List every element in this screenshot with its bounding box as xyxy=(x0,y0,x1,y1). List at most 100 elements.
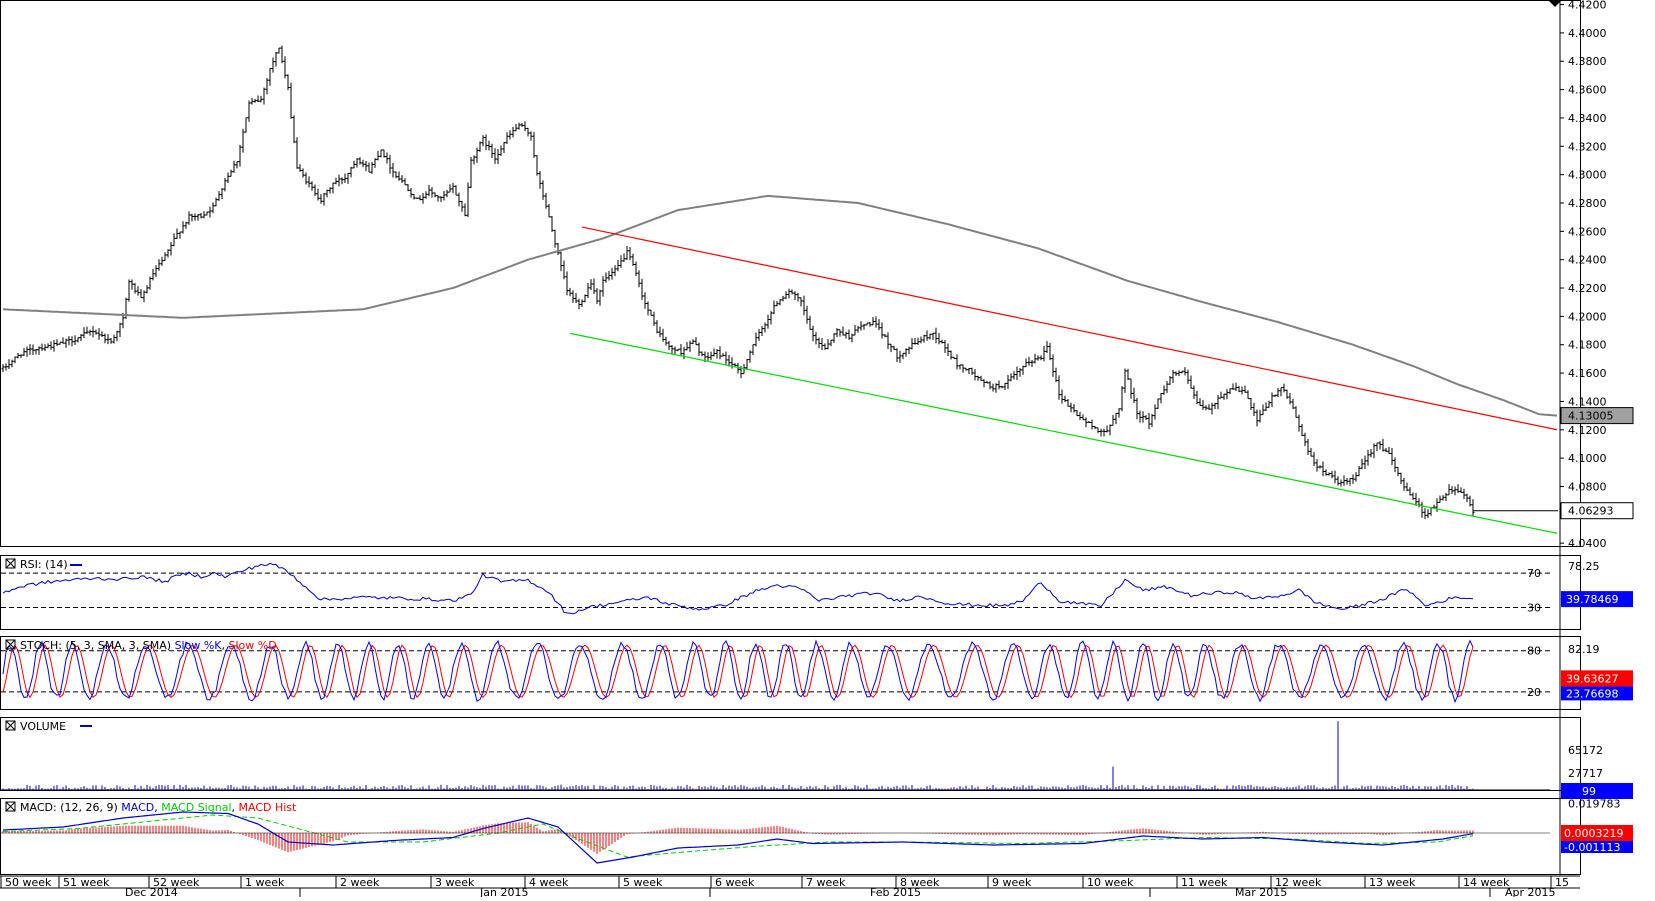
price-bar xyxy=(694,337,698,346)
price-axis-label: 4.4000 xyxy=(1568,27,1607,40)
price-bar xyxy=(1213,402,1217,409)
price-bar xyxy=(103,333,107,344)
price-bar xyxy=(310,181,314,191)
price-bar xyxy=(583,294,587,303)
price-bar xyxy=(199,212,203,219)
price-bar xyxy=(289,82,293,119)
price-bar xyxy=(772,300,776,315)
volume-close-icon[interactable] xyxy=(5,720,16,731)
price-bar xyxy=(469,156,473,188)
price-bar xyxy=(322,192,326,206)
price-bar xyxy=(1153,404,1157,420)
price-bar xyxy=(472,155,476,165)
price-bar xyxy=(661,328,665,342)
macd-panel: 0.019783 0.0003219-0.001113 xyxy=(1,797,1633,864)
price-bar xyxy=(829,339,833,347)
price-bar xyxy=(928,333,932,340)
price-bar xyxy=(1030,359,1034,368)
price-bar xyxy=(721,353,725,357)
price-bar xyxy=(88,329,92,336)
price-bar xyxy=(1441,495,1445,501)
price-bar xyxy=(799,297,803,307)
price-bar xyxy=(505,132,509,144)
stoch-last-d-box xyxy=(1561,670,1633,687)
price-bar xyxy=(646,301,650,316)
price-bar xyxy=(481,135,485,147)
price-bar xyxy=(187,211,191,225)
price-bar xyxy=(175,228,179,240)
price-bar xyxy=(1126,368,1130,381)
price-bar xyxy=(439,196,443,203)
price-bar xyxy=(1270,392,1274,408)
macd-signal-last-value: -0.001113 xyxy=(1564,841,1620,854)
price-bar xyxy=(280,45,284,64)
price-bar xyxy=(367,162,371,173)
ma-last-value: 4.13005 xyxy=(1568,410,1614,423)
price-bar xyxy=(793,291,797,301)
price-bar xyxy=(535,155,539,176)
price-bar xyxy=(523,121,527,132)
rsi-panel: 70 30 78.25 39.78469 xyxy=(1,560,1633,615)
price-bar xyxy=(1294,406,1298,418)
price-bar xyxy=(1021,365,1025,375)
month-label: Apr 2015 xyxy=(1505,886,1556,897)
stoch-close-icon[interactable] xyxy=(5,639,16,650)
price-bar xyxy=(1345,478,1349,485)
price-bar xyxy=(1354,472,1358,482)
price-bar xyxy=(484,134,488,151)
rsi-close-icon[interactable] xyxy=(5,558,16,569)
stoch-title: STOCH: (5, 3, SMA, 3, SMA) Slow %K, Slow… xyxy=(5,639,277,652)
price-bar xyxy=(1363,455,1367,470)
price-bar xyxy=(115,330,119,342)
macd-title: MACD: (12, 26, 9) MACD, MACD Signal, MAC… xyxy=(5,801,298,814)
price-bar xyxy=(13,356,17,364)
price-bar xyxy=(262,87,266,105)
macd-legend-hist: MACD Hist xyxy=(239,801,298,814)
week-label: 12 week xyxy=(1275,876,1322,889)
price-bar xyxy=(697,342,701,356)
price-bar xyxy=(577,298,581,310)
price-bar xyxy=(247,100,251,122)
price-bar xyxy=(679,344,683,357)
price-bar xyxy=(1264,402,1268,412)
price-bar xyxy=(430,187,434,198)
price-bar xyxy=(1393,457,1397,473)
price-bar xyxy=(1033,353,1037,364)
price-bar xyxy=(652,311,656,326)
price-bar xyxy=(823,343,827,350)
price-bar xyxy=(955,354,959,370)
price-bar xyxy=(346,172,350,184)
price-bar xyxy=(1096,427,1100,434)
price-bar xyxy=(973,369,977,381)
macd-close-icon[interactable] xyxy=(5,801,16,812)
price-bar xyxy=(619,255,623,268)
price-bar xyxy=(1306,438,1310,456)
price-bar xyxy=(25,346,29,357)
price-bar xyxy=(268,68,272,86)
price-bar xyxy=(1009,373,1013,382)
price-bar xyxy=(1369,448,1373,458)
price-bar xyxy=(334,177,338,185)
price-bar xyxy=(214,197,218,207)
price-bar xyxy=(382,149,386,158)
week-label: 6 week xyxy=(715,876,755,889)
price-bar xyxy=(1144,415,1148,420)
price-bar xyxy=(148,276,152,290)
price-bar xyxy=(1051,354,1055,377)
price-bar xyxy=(832,333,836,343)
price-bar xyxy=(1006,374,1010,390)
price-bar xyxy=(205,211,209,216)
price-bar xyxy=(874,316,878,328)
price-bar xyxy=(1129,378,1133,399)
price-axis-label: 4.0800 xyxy=(1568,480,1607,493)
macd-legend-sep2: , xyxy=(232,801,239,814)
price-bar xyxy=(169,242,173,256)
price-bar xyxy=(508,130,512,140)
macd-signal-line xyxy=(2,814,1474,858)
price-bar xyxy=(1348,478,1352,486)
moving-average-line xyxy=(2,194,1558,417)
price-bar xyxy=(1048,342,1052,361)
scroll-marker-icon[interactable] xyxy=(1548,0,1562,7)
price-bar xyxy=(859,321,863,331)
price-bar xyxy=(919,336,923,344)
